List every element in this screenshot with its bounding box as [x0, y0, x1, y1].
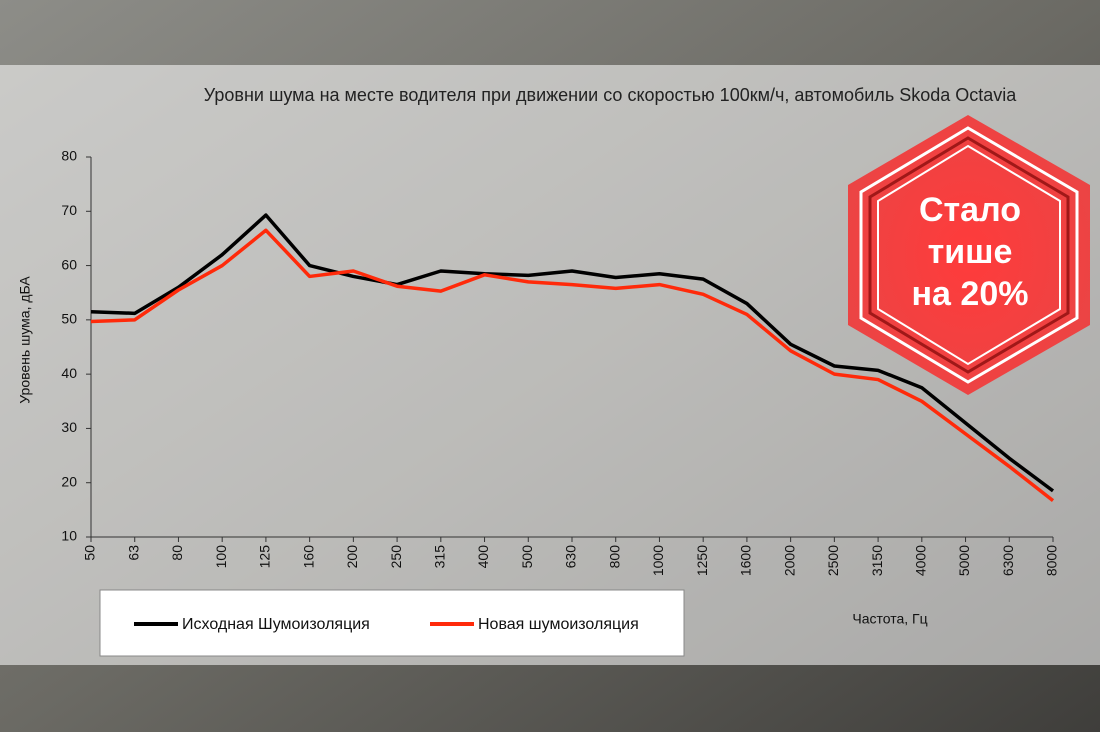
x-tick-label: 50 — [82, 545, 98, 561]
x-tick-label: 63 — [125, 545, 141, 561]
badge-text: на 20% — [912, 275, 1029, 313]
badge-text: Стало — [919, 191, 1021, 229]
x-tick-label: 160 — [300, 545, 316, 569]
badge-outline — [859, 126, 1079, 384]
x-tick-label: 4000 — [913, 545, 929, 576]
x-tick-label: 1600 — [738, 545, 754, 576]
series-line — [90, 213, 1055, 493]
x-tick-label: 6300 — [1000, 545, 1016, 576]
badge-outline — [868, 136, 1070, 374]
y-tick-label: 50 — [61, 311, 77, 327]
x-tick-label: 1000 — [650, 545, 666, 576]
badge-outline — [877, 144, 1061, 366]
x-tick-label: 2500 — [825, 545, 841, 576]
x-tick-label: 80 — [169, 545, 185, 561]
legend-box — [99, 589, 685, 657]
y-tick-label: 30 — [61, 419, 77, 435]
series-line — [90, 228, 1055, 503]
y-tick-label: 20 — [61, 473, 77, 489]
y-tick-label: 40 — [61, 365, 77, 381]
badge-shape — [848, 115, 1090, 395]
x-tick-label: 200 — [344, 545, 360, 569]
x-tick-label: 500 — [519, 545, 535, 569]
legend-label: Исходная Шумоизоляция — [182, 616, 370, 633]
x-tick-label: 630 — [563, 545, 579, 569]
y-axis-label: Уровень шума, дБА — [17, 276, 33, 404]
badge — [848, 115, 1090, 395]
x-axis-label: Частота, Гц — [852, 611, 927, 627]
y-tick-label: 60 — [61, 256, 77, 272]
x-tick-label: 3150 — [869, 545, 885, 576]
x-tick-label: 250 — [388, 545, 404, 569]
x-tick-label: 100 — [213, 545, 229, 569]
x-tick-label: 2000 — [781, 545, 797, 576]
x-tick-label: 125 — [257, 545, 273, 569]
x-tick-label: 8000 — [1044, 545, 1060, 576]
x-tick-label: 5000 — [956, 545, 972, 576]
chart-title: Уровни шума на месте водителя при движен… — [203, 85, 1017, 105]
x-tick-label: 400 — [475, 545, 491, 569]
badge-text: тише — [928, 233, 1013, 271]
x-tick-label: 800 — [606, 545, 622, 569]
x-tick-label: 1250 — [694, 545, 710, 576]
y-tick-label: 70 — [61, 202, 77, 218]
y-tick-label: 10 — [61, 528, 77, 544]
legend-label: Новая шумоизоляция — [478, 616, 639, 633]
x-tick-label: 315 — [432, 545, 448, 569]
y-tick-label: 80 — [61, 148, 77, 164]
